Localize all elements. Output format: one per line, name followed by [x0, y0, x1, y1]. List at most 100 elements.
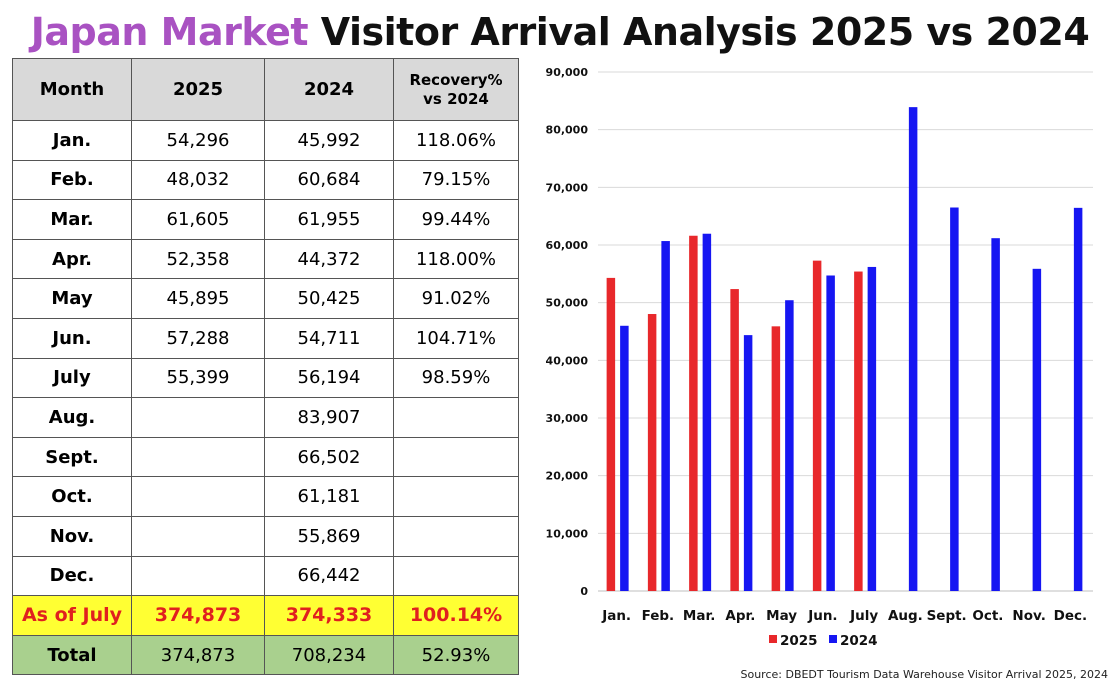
- x-tick-label: May: [766, 608, 797, 624]
- bar-2024: [785, 300, 794, 591]
- y-tick-label: 60,000: [546, 239, 589, 252]
- bar-2024: [743, 335, 753, 591]
- x-tick-label: Dec.: [1054, 608, 1088, 624]
- legend-swatch-2024: [829, 635, 837, 643]
- cell-month: Nov.: [12, 515, 132, 557]
- table-header-row: Month 2025 2024 Recovery% vs 2024: [12, 58, 519, 121]
- x-tick-label: Apr.: [725, 608, 755, 624]
- legend-label-2024: 2024: [840, 633, 878, 649]
- table-row: Aug. 83,907: [12, 397, 519, 438]
- header-recovery-text: Recovery% vs 2024: [409, 70, 503, 108]
- cell-month: Feb.: [12, 159, 132, 201]
- total-row: Total 374,873 708,234 52.93%: [12, 634, 519, 676]
- header-recovery: Recovery% vs 2024: [393, 58, 519, 121]
- bar-2025: [771, 326, 781, 591]
- cell-month: Dec.: [12, 555, 132, 597]
- cell-value-2024: 55,869: [264, 515, 394, 557]
- cell-value-2025: [131, 397, 265, 438]
- x-tick-label: July: [849, 608, 878, 624]
- cell-value-2025: 55,399: [131, 357, 265, 399]
- visitor-table: Month 2025 2024 Recovery% vs 2024 Jan. 54,…: [12, 58, 519, 676]
- bar-2024: [991, 238, 1000, 591]
- legend-swatch-2025: [769, 635, 777, 643]
- bar-2025: [812, 260, 822, 591]
- y-tick-label: 0: [580, 585, 588, 598]
- x-tick-label: Nov.: [1012, 608, 1045, 624]
- cell-value-2024: 83,907: [264, 397, 394, 438]
- x-tick-label: Aug.: [888, 608, 923, 624]
- cell-month: Apr.: [12, 238, 132, 280]
- bar-2025: [854, 271, 863, 591]
- x-tick-label: Oct.: [972, 608, 1003, 624]
- header-month: Month: [12, 58, 132, 121]
- cell-month: Sept.: [12, 436, 132, 478]
- table-row: Dec. 66,442: [12, 555, 519, 597]
- x-tick-label: Jan.: [601, 608, 631, 624]
- as-of-row: As of July 374,873 374,333 100.14%: [12, 595, 519, 636]
- cell-month: July: [12, 357, 132, 399]
- cell-recovery: [393, 515, 519, 557]
- cell-value-2024: 61,181: [264, 476, 394, 517]
- y-tick-label: 40,000: [546, 354, 589, 367]
- cell-value-2025: 374,873: [131, 595, 265, 636]
- y-tick-label: 10,000: [546, 527, 589, 540]
- bar-2024: [702, 233, 712, 591]
- bar-2024: [620, 325, 629, 591]
- legend-label-2025: 2025: [780, 633, 818, 649]
- bar-2025: [689, 235, 698, 591]
- bar-2024: [867, 266, 877, 591]
- x-tick-label: Feb.: [642, 608, 675, 624]
- y-tick-label: 20,000: [546, 470, 589, 483]
- bar-2024: [1073, 207, 1083, 591]
- cell-value-2025: 374,873: [131, 634, 265, 676]
- cell-recovery: 91.02%: [393, 278, 519, 319]
- bar-2024: [1032, 268, 1042, 591]
- bar-2024: [661, 241, 670, 591]
- bar-2025: [730, 289, 739, 591]
- bar-2025: [606, 277, 616, 591]
- cell-value-2024: 54,711: [264, 317, 394, 359]
- cell-value-2024: 708,234: [264, 634, 394, 676]
- header-2024: 2024: [264, 58, 394, 121]
- cell-recovery: 118.06%: [393, 120, 519, 161]
- y-tick-label: 70,000: [546, 181, 589, 194]
- cell-value-2024: 44,372: [264, 238, 394, 280]
- cell-recovery: 104.71%: [393, 317, 519, 359]
- cell-recovery: 99.44%: [393, 199, 519, 240]
- y-tick-label: 80,000: [546, 124, 589, 137]
- cell-recovery: 52.93%: [393, 634, 519, 676]
- bar-2024: [950, 207, 959, 591]
- table-row: Mar. 61,605 61,955 99.44%: [12, 199, 519, 240]
- cell-value-2024: 56,194: [264, 357, 394, 399]
- header-2025: 2025: [131, 58, 265, 121]
- table-row: July 55,399 56,194 98.59%: [12, 357, 519, 399]
- cell-month: Aug.: [12, 397, 132, 438]
- cell-value-2024: 374,333: [264, 595, 394, 636]
- y-tick-label: 50,000: [546, 297, 589, 310]
- cell-month: Mar.: [12, 199, 132, 240]
- y-tick-label: 90,000: [546, 66, 589, 79]
- cell-recovery: [393, 397, 519, 438]
- cell-recovery: 79.15%: [393, 159, 519, 201]
- table-row: Sept. 66,502: [12, 436, 519, 478]
- cell-recovery: 98.59%: [393, 357, 519, 399]
- y-tick-label: 30,000: [546, 412, 589, 425]
- cell-value-2025: 61,605: [131, 199, 265, 240]
- bar-2024: [908, 107, 918, 592]
- bar-2025: [647, 314, 657, 591]
- table-row: Apr. 52,358 44,372 118.00%: [12, 238, 519, 280]
- cell-value-2024: 60,684: [264, 159, 394, 201]
- cell-month: Jan.: [12, 120, 132, 161]
- page-title: Japan Market Visitor Arrival Analysis 20…: [0, 4, 1120, 60]
- title-highlight: Japan Market: [30, 10, 309, 54]
- cell-value-2025: 45,895: [131, 278, 265, 319]
- bar-2024: [826, 275, 835, 591]
- x-tick-label: Jun.: [807, 608, 837, 624]
- cell-recovery: [393, 436, 519, 478]
- cell-value-2025: 57,288: [131, 317, 265, 359]
- table-row: Jun. 57,288 54,711 104.71%: [12, 317, 519, 359]
- x-tick-label: Mar.: [683, 608, 715, 624]
- table-row: Nov. 55,869: [12, 515, 519, 557]
- x-tick-label: Sept.: [927, 608, 967, 624]
